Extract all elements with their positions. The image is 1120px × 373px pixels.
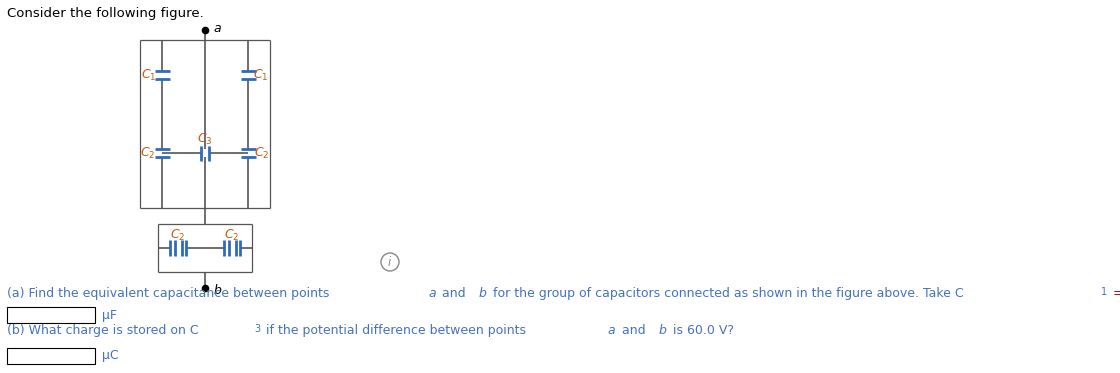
- Text: b: b: [659, 324, 666, 337]
- Text: and: and: [618, 324, 650, 337]
- Text: is 60.0 V?: is 60.0 V?: [669, 324, 734, 337]
- Text: (a) Find the equivalent capacitance between points: (a) Find the equivalent capacitance betw…: [7, 287, 334, 300]
- Text: $b$: $b$: [213, 283, 223, 297]
- Text: =: =: [1109, 287, 1120, 300]
- Text: b: b: [478, 287, 487, 300]
- Text: $C_1$: $C_1$: [141, 68, 157, 82]
- Text: $C_3$: $C_3$: [197, 131, 213, 147]
- Text: Consider the following figure.: Consider the following figure.: [7, 7, 204, 20]
- Text: $i$: $i$: [388, 255, 393, 269]
- Text: $C_1$: $C_1$: [253, 68, 269, 82]
- Text: a: a: [428, 287, 436, 300]
- Text: $C_2$: $C_2$: [140, 145, 156, 160]
- Text: if the potential difference between points: if the potential difference between poin…: [262, 324, 530, 337]
- Text: 3: 3: [254, 324, 260, 334]
- Text: μF: μF: [99, 308, 116, 322]
- Bar: [7, 307, 95, 323]
- Text: $C_2$: $C_2$: [254, 145, 270, 160]
- Text: $C_2$: $C_2$: [224, 228, 240, 242]
- Text: μC: μC: [99, 350, 119, 363]
- Bar: [7, 348, 95, 364]
- Text: 1: 1: [1101, 287, 1108, 297]
- Text: a: a: [608, 324, 616, 337]
- Text: $a$: $a$: [213, 22, 222, 35]
- Text: for the group of capacitors connected as shown in the figure above. Take C: for the group of capacitors connected as…: [489, 287, 963, 300]
- Text: and: and: [438, 287, 469, 300]
- Text: $C_2$: $C_2$: [170, 228, 186, 242]
- Text: (b) What charge is stored on C: (b) What charge is stored on C: [7, 324, 198, 337]
